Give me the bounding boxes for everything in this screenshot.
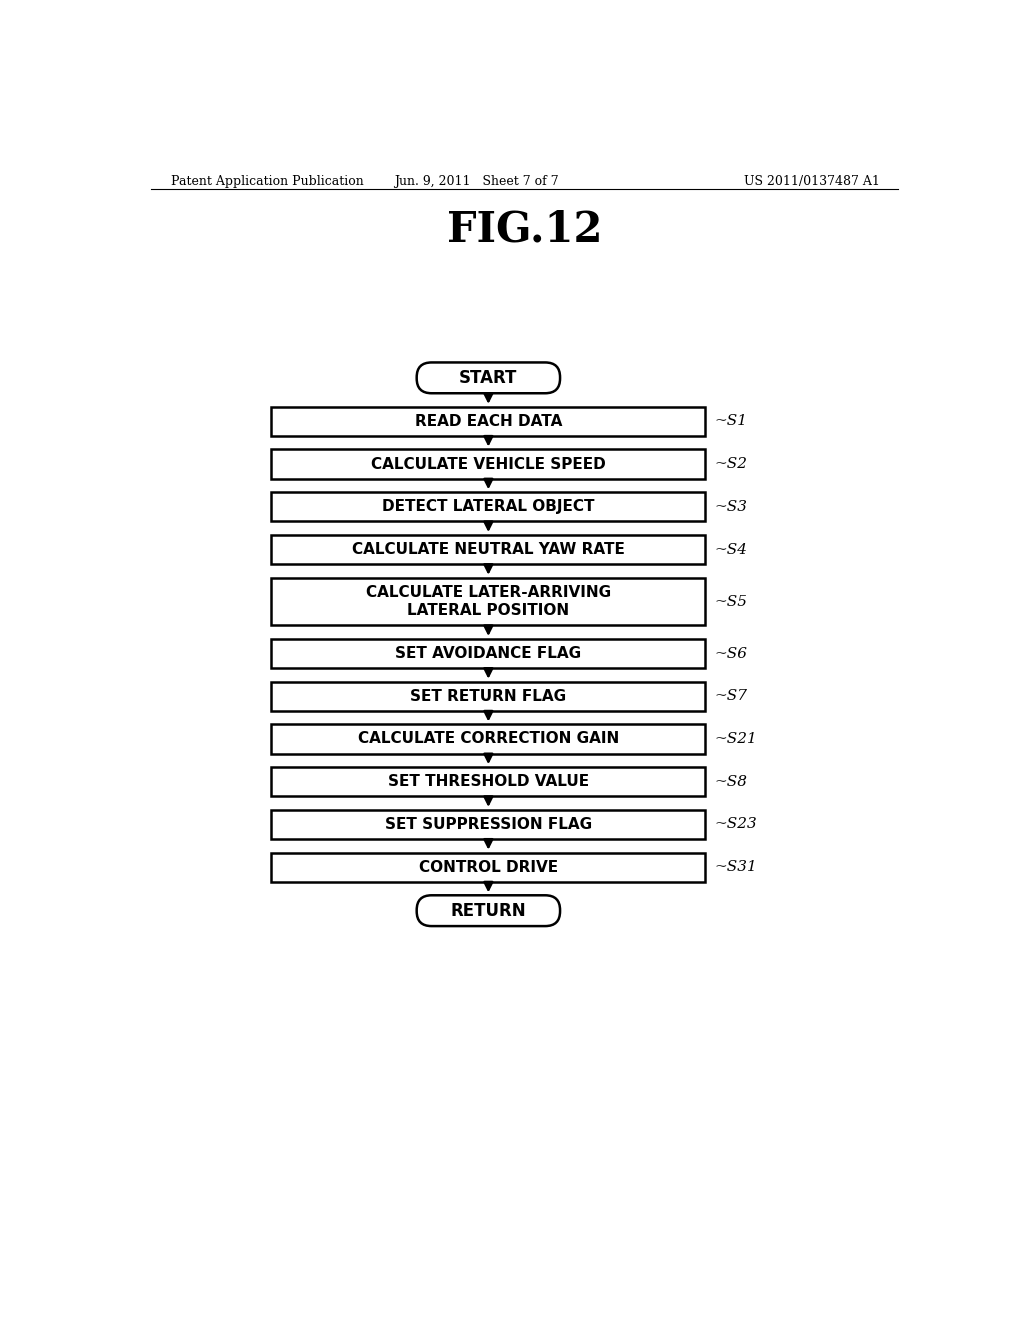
Bar xyxy=(271,809,706,840)
Bar xyxy=(271,853,706,882)
Text: US 2011/0137487 A1: US 2011/0137487 A1 xyxy=(743,176,880,189)
Text: SET RETURN FLAG: SET RETURN FLAG xyxy=(411,689,566,704)
Bar xyxy=(271,639,706,668)
Bar xyxy=(271,449,706,479)
Text: ~S4: ~S4 xyxy=(715,543,748,557)
Bar xyxy=(271,725,706,754)
Text: DETECT LATERAL OBJECT: DETECT LATERAL OBJECT xyxy=(382,499,595,515)
Text: ~S2: ~S2 xyxy=(715,457,748,471)
Bar xyxy=(271,767,706,796)
Text: CALCULATE VEHICLE SPEED: CALCULATE VEHICLE SPEED xyxy=(371,457,606,471)
Text: ~S23: ~S23 xyxy=(715,817,758,832)
Text: ~S7: ~S7 xyxy=(715,689,748,704)
Text: Patent Application Publication: Patent Application Publication xyxy=(171,176,364,189)
Bar xyxy=(271,535,706,564)
Text: READ EACH DATA: READ EACH DATA xyxy=(415,414,562,429)
Text: ~S31: ~S31 xyxy=(715,861,758,874)
FancyBboxPatch shape xyxy=(417,363,560,393)
Text: Jun. 9, 2011   Sheet 7 of 7: Jun. 9, 2011 Sheet 7 of 7 xyxy=(394,176,559,189)
Text: SET SUPPRESSION FLAG: SET SUPPRESSION FLAG xyxy=(385,817,592,832)
Text: SET THRESHOLD VALUE: SET THRESHOLD VALUE xyxy=(388,775,589,789)
Text: SET AVOIDANCE FLAG: SET AVOIDANCE FLAG xyxy=(395,645,582,661)
Bar xyxy=(271,407,706,436)
Bar xyxy=(271,681,706,711)
Text: CALCULATE CORRECTION GAIN: CALCULATE CORRECTION GAIN xyxy=(357,731,618,747)
Bar xyxy=(271,578,706,626)
Text: ~S3: ~S3 xyxy=(715,500,748,513)
Text: START: START xyxy=(459,368,517,387)
Text: FIG.12: FIG.12 xyxy=(447,209,602,251)
Text: ~S6: ~S6 xyxy=(715,647,748,660)
Text: RETURN: RETURN xyxy=(451,902,526,920)
FancyBboxPatch shape xyxy=(417,895,560,927)
Text: CALCULATE NEUTRAL YAW RATE: CALCULATE NEUTRAL YAW RATE xyxy=(352,543,625,557)
Bar xyxy=(271,492,706,521)
Text: ~S1: ~S1 xyxy=(715,414,748,429)
Text: CONTROL DRIVE: CONTROL DRIVE xyxy=(419,859,558,875)
Text: CALCULATE LATER-ARRIVING
LATERAL POSITION: CALCULATE LATER-ARRIVING LATERAL POSITIO… xyxy=(366,585,611,618)
Text: ~S8: ~S8 xyxy=(715,775,748,789)
Text: ~S21: ~S21 xyxy=(715,733,758,746)
Text: ~S5: ~S5 xyxy=(715,594,748,609)
